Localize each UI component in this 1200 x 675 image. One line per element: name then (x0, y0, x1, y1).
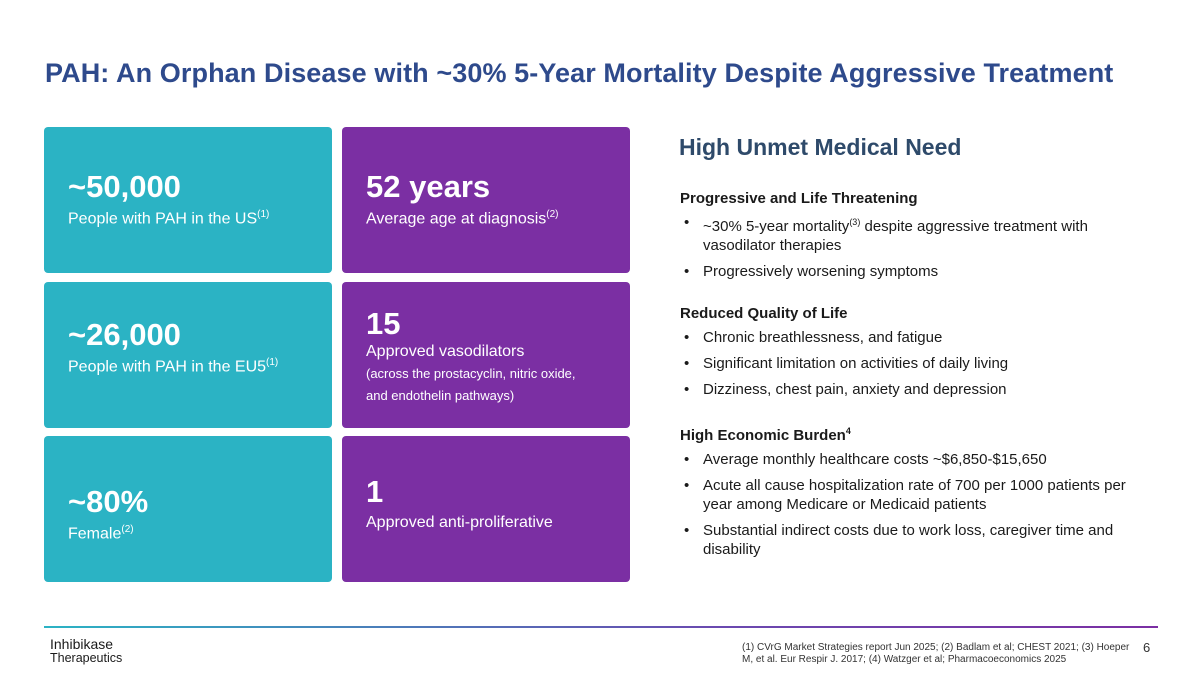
stat-value: 52 years (366, 169, 491, 204)
stat-value: ~50,000 (68, 169, 181, 204)
stat-card-eu5-population: ~26,000 People with PAH in the EU5(1) (44, 282, 332, 428)
section-economic-burden: High Economic Burden4 Average monthly he… (680, 426, 1130, 566)
bullet-item: Significant limitation on activities of … (680, 354, 1130, 373)
stat-label: Approved vasodilators (366, 343, 525, 360)
stat-card-us-population: ~50,000 People with PAH in the US(1) (44, 127, 332, 273)
stat-card-female: ~80% Female(2) (44, 436, 332, 582)
bullet-item: ~30% 5-year mortality(3) despite aggress… (680, 213, 1130, 255)
stat-label: People with PAH in the US(1) (68, 209, 270, 228)
company-logo: Inhibikase Therapeutics (50, 636, 123, 665)
stat-note: (across the prostacyclin, nitric oxide, … (366, 366, 576, 403)
page-number: 6 (1143, 640, 1151, 655)
stat-value: 1 (366, 474, 384, 509)
slide-title: PAH: An Orphan Disease with ~30% 5-Year … (45, 58, 1114, 88)
footnote-references: (1) CVrG Market Strategies report Jun 20… (742, 642, 1130, 665)
section-title: Progressive and Life Threatening (680, 190, 918, 207)
stat-card-anti-proliferative: 1 Approved anti-proliferative (342, 436, 630, 582)
bullet-item: Average monthly healthcare costs ~$6,850… (680, 450, 1130, 469)
stat-value: ~80% (68, 484, 149, 519)
stat-label: Female(2) (68, 524, 134, 543)
footer-divider (44, 626, 1158, 628)
unmet-need-heading: High Unmet Medical Need (679, 134, 962, 160)
bullet-item: Acute all cause hospitalization rate of … (680, 476, 1130, 514)
stat-card-average-age: 52 years Average age at diagnosis(2) (342, 127, 630, 273)
section-quality-of-life: Reduced Quality of Life Chronic breathle… (680, 305, 1130, 406)
stat-value: 15 (366, 306, 401, 341)
stat-label: Approved anti-proliferative (366, 514, 553, 531)
bullet-item: Substantial indirect costs due to work l… (680, 521, 1130, 559)
section-title: High Economic Burden4 (680, 426, 851, 444)
stat-label: Average age at diagnosis(2) (366, 209, 559, 228)
stat-label: People with PAH in the EU5(1) (68, 357, 279, 376)
section-title: Reduced Quality of Life (680, 305, 848, 322)
bullet-item: Dizziness, chest pain, anxiety and depre… (680, 380, 1130, 399)
stat-card-vasodilators: 15 Approved vasodilators (across the pro… (342, 282, 630, 428)
stat-value: ~26,000 (68, 317, 181, 352)
bullet-item: Progressively worsening symptoms (680, 262, 1130, 281)
section-life-threatening: Progressive and Life Threatening ~30% 5-… (680, 190, 1130, 288)
bullet-item: Chronic breathlessness, and fatigue (680, 328, 1130, 347)
